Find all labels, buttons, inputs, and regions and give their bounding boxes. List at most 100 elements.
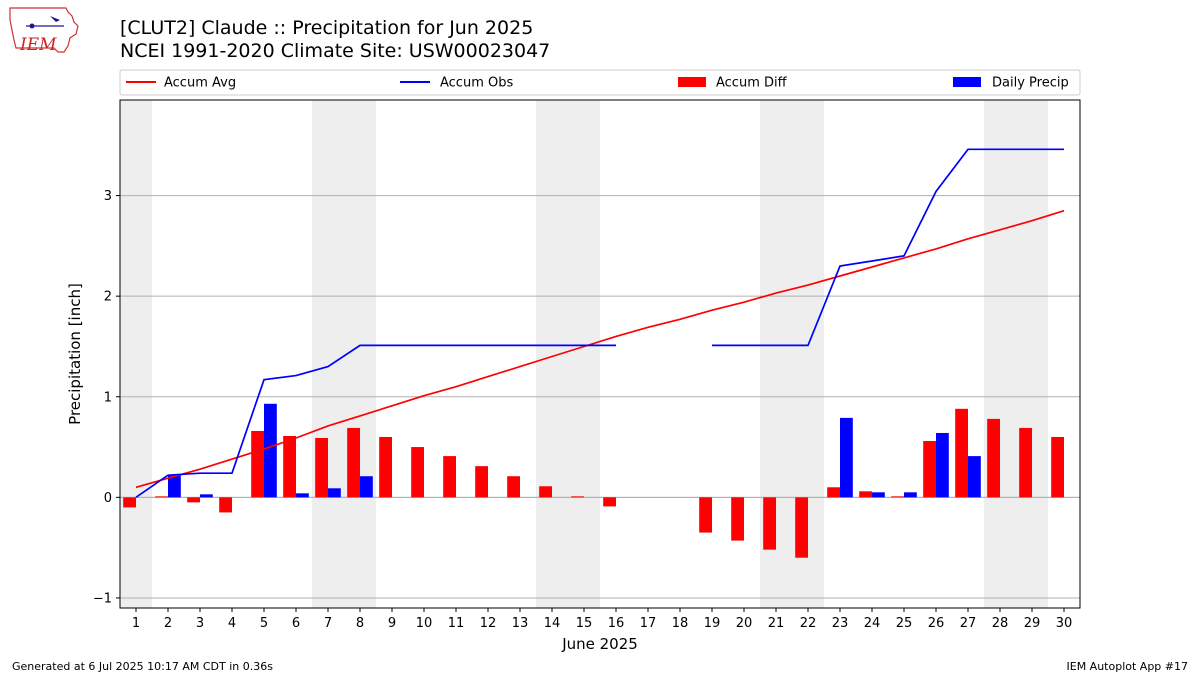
diff-bar-day-20 [731,497,744,541]
x-tick-label: 18 [672,616,689,631]
bars [123,403,1064,558]
x-tick-label: 9 [388,616,396,631]
x-tick-label: 3 [196,616,204,631]
daily-bar-day-6 [296,493,309,498]
chart-title: [CLUT2] Claude :: Precipitation for Jun … [120,17,534,39]
diff-bar-day-25 [891,496,904,498]
diff-bar-day-30 [1051,436,1064,498]
x-tick-label: 2 [164,616,172,631]
diff-bar-day-3 [187,497,200,503]
x-tick-label: 28 [992,616,1009,631]
x-tick-label: 26 [928,616,945,631]
y-tick-label: 3 [104,189,112,204]
legend: Accum Avg Accum Obs Accum Diff Daily Precip [119,69,1081,96]
logo-text: IEM [19,35,57,55]
x-tick-label: 30 [1056,616,1073,631]
diff-bar-day-11 [443,456,456,498]
diff-bar-day-7 [315,437,328,498]
y-tick-label: −1 [93,591,112,606]
legend-label-0: Accum Avg [164,76,236,91]
diff-bar-day-5 [251,430,264,498]
diff-bar-day-26 [923,441,936,498]
diff-bar-day-21 [763,497,776,550]
x-tick-label: 4 [228,616,236,631]
diff-bar-day-10 [411,447,424,498]
x-tick-label: 23 [832,616,849,631]
y-tick-label: 1 [104,390,112,405]
x-tick-label: 16 [608,616,625,631]
weekend-band-4 [984,100,1048,608]
x-tick-label: 21 [768,616,785,631]
diff-bar-day-29 [1019,427,1032,498]
legend-label-1: Accum Obs [440,76,513,91]
x-tick-label: 27 [960,616,977,631]
diff-bar-day-6 [283,435,296,498]
diff-bar-day-9 [379,436,392,498]
accum-obs-line-seg-0 [135,344,616,498]
x-tick-label: 8 [356,616,364,631]
accum-obs-line-seg-1 [712,148,1064,347]
y-tick-label: 2 [104,290,112,305]
daily-bar-day-3 [200,494,213,498]
x-tick-label: 20 [736,616,753,631]
diff-bar-day-19 [699,497,712,533]
legend-swatch-2 [678,77,706,87]
x-tick-label: 14 [544,616,561,631]
grid-lines [120,195,1080,599]
iem-logo: IEM [9,7,79,55]
x-tick-label: 7 [324,616,332,631]
accum-avg-line-seg-0 [135,209,1065,489]
diff-bar-day-14 [539,486,552,498]
diff-bar-day-13 [507,476,520,498]
diff-bar-day-2 [155,496,168,498]
diff-bar-day-27 [955,408,968,498]
x-tick-label: 19 [704,616,721,631]
x-tick-label: 10 [416,616,433,631]
legend-label-3: Daily Precip [992,76,1069,91]
diff-bar-day-12 [475,466,488,498]
plot-frame [119,99,1081,609]
x-tick-label: 6 [292,616,300,631]
x-tick-label: 17 [640,616,657,631]
daily-bar-day-5 [264,403,277,498]
diff-bar-day-15 [571,496,584,498]
daily-bar-day-27 [968,456,981,498]
diff-bar-day-1 [123,497,136,508]
diff-bar-day-23 [827,487,840,498]
legend-swatch-3 [953,77,981,87]
x-tick-label: 22 [800,616,817,631]
chart-subtitle: NCEI 1991-2020 Climate Site: USW00023047 [120,40,551,62]
weekend-band-1 [312,100,376,608]
diff-bar-day-28 [987,418,1000,498]
x-axis-label: June 2025 [561,635,638,653]
daily-bar-day-8 [360,476,373,498]
diff-bar-day-16 [603,497,616,507]
daily-bar-day-2 [168,475,181,498]
diff-bar-day-22 [795,497,808,558]
x-tick-label: 29 [1024,616,1041,631]
x-tick-label: 15 [576,616,593,631]
x-tick-label: 13 [512,616,529,631]
legend-label-2: Accum Diff [716,76,788,91]
daily-bar-day-23 [840,417,853,498]
footer-generated: Generated at 6 Jul 2025 10:17 AM CDT in … [12,660,273,673]
lines [135,148,1065,498]
iowa-state-outline-icon [9,7,79,53]
daily-bar-day-25 [904,492,917,498]
footer-app: IEM Autoplot App #17 [1066,660,1189,673]
diff-bar-day-4 [219,497,232,513]
x-tick-label: 1 [132,616,140,631]
x-tick-label: 24 [864,616,881,631]
legend-box [119,69,1081,96]
y-tick-label: 0 [104,491,112,506]
daily-bar-day-24 [872,492,885,498]
weekend-band-2 [536,100,600,608]
daily-bar-day-7 [328,488,341,498]
x-tick-label: 11 [448,616,465,631]
diff-bar-day-8 [347,427,360,498]
x-tick-label: 25 [896,616,913,631]
daily-bar-day-26 [936,432,949,498]
y-axis-label: Precipitation [inch] [66,283,84,425]
